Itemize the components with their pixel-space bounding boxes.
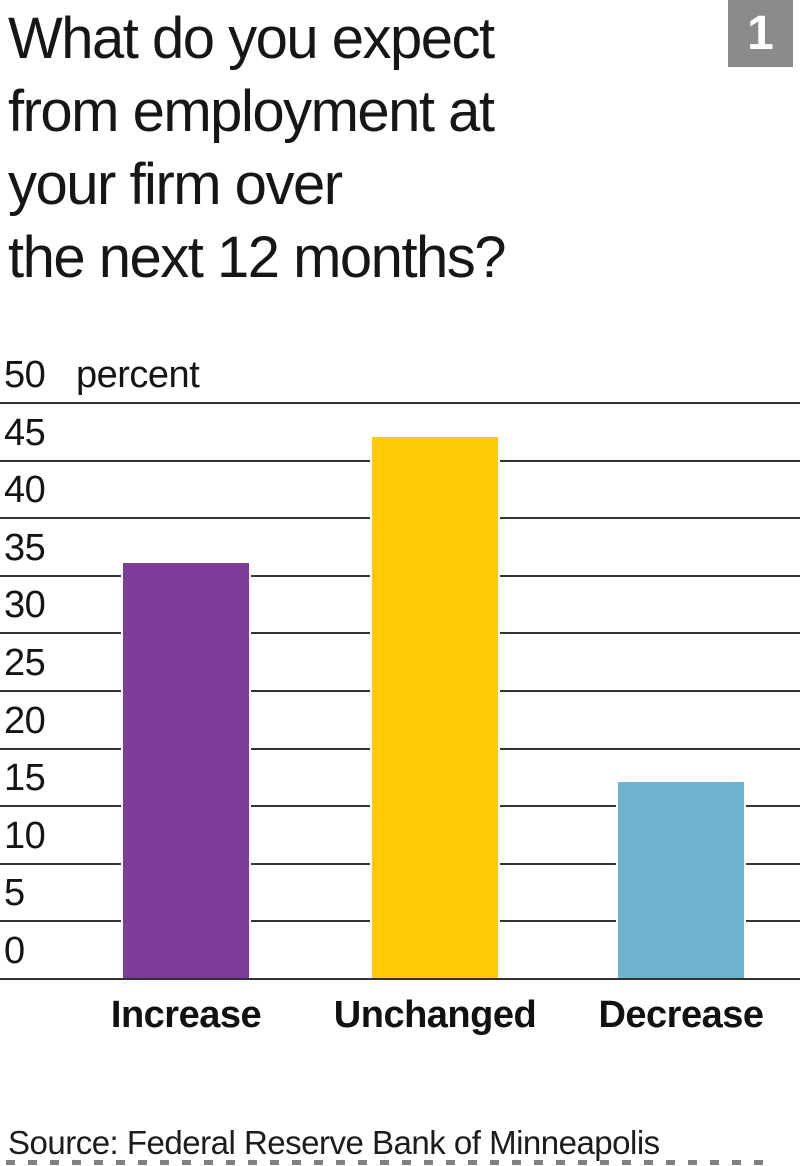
x-category-label: Unchanged [333, 994, 537, 1036]
source-text: Source: Federal Reserve Bank of Minneapo… [8, 1124, 660, 1161]
chart-title: What do you expect from employment at yo… [8, 6, 507, 290]
gridline [0, 978, 800, 980]
bar-decrease [618, 782, 744, 978]
x-category-label: Increase [110, 994, 262, 1036]
y-tick-label: 10 [4, 814, 46, 857]
figure-number-badge: 1 [728, 0, 793, 67]
y-tick-label: 15 [4, 757, 46, 800]
y-tick-label: 0 [4, 930, 25, 972]
cropped-text-top [6, 1160, 768, 1165]
bar-chart-area: percent 0 5 10 15 20 25 30 35 40 45 50 [0, 356, 800, 980]
bar-unchanged [372, 436, 498, 978]
bar-increase [123, 563, 249, 978]
y-axis-unit-label: percent [76, 354, 200, 396]
y-tick-label: 35 [4, 526, 46, 569]
y-tick-label: 45 [4, 411, 46, 454]
y-tick-label: 25 [4, 642, 46, 684]
gridline [0, 402, 800, 404]
y-tick-label: 50 [4, 354, 46, 396]
y-tick-label: 30 [4, 584, 46, 627]
y-tick-label: 20 [4, 699, 46, 742]
figure-number: 1 [747, 7, 774, 60]
x-category-label: Decrease [598, 994, 764, 1036]
y-tick-label: 40 [4, 469, 46, 512]
y-tick-label: 5 [4, 872, 25, 915]
